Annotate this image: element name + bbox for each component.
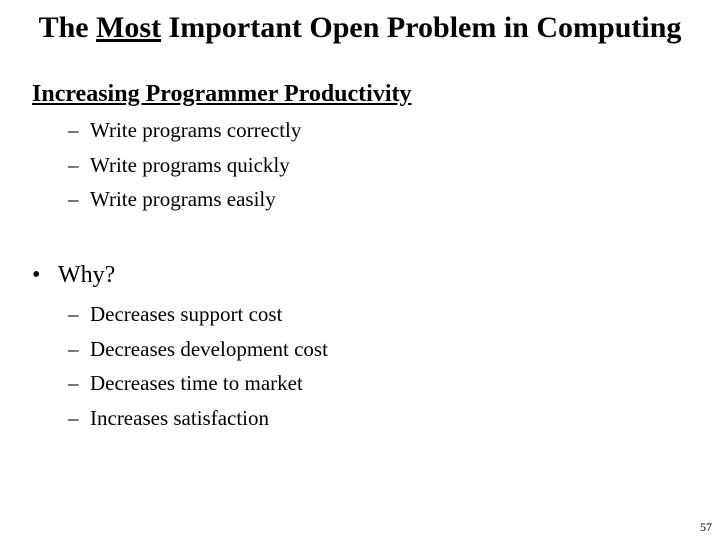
title-prefix: The xyxy=(38,11,97,44)
dash-marker: – xyxy=(68,118,79,142)
slide-title: The Most Important Open Problem in Compu… xyxy=(0,8,720,48)
list-item-text: Write programs correctly xyxy=(90,118,302,142)
list-item-text: Decreases time to market xyxy=(90,371,303,395)
dash-marker: – xyxy=(68,152,79,177)
why-bullet-text: Why? xyxy=(58,262,116,288)
list-item-text: Write programs easily xyxy=(90,187,276,211)
title-emphasis: Most xyxy=(96,11,162,44)
dash-marker: – xyxy=(68,371,79,395)
dash-marker: – xyxy=(68,336,79,361)
list-item-text: Decreases support cost xyxy=(90,302,283,326)
list-item-text: Write programs quickly xyxy=(90,152,290,177)
section-heading: Increasing Programmer Productivity xyxy=(32,81,412,107)
list-item-text: Decreases development cost xyxy=(90,336,328,361)
dash-marker: – xyxy=(68,302,79,326)
page-number: 57 xyxy=(700,520,712,534)
list-item-text: Increases satisfaction xyxy=(90,405,270,430)
dash-marker: – xyxy=(68,405,79,430)
dash-marker: – xyxy=(68,187,79,211)
bullet-marker: • xyxy=(32,262,41,288)
title-suffix: Important Open Problem in Computing xyxy=(161,11,682,44)
why-bullet: • Why? xyxy=(32,258,115,292)
